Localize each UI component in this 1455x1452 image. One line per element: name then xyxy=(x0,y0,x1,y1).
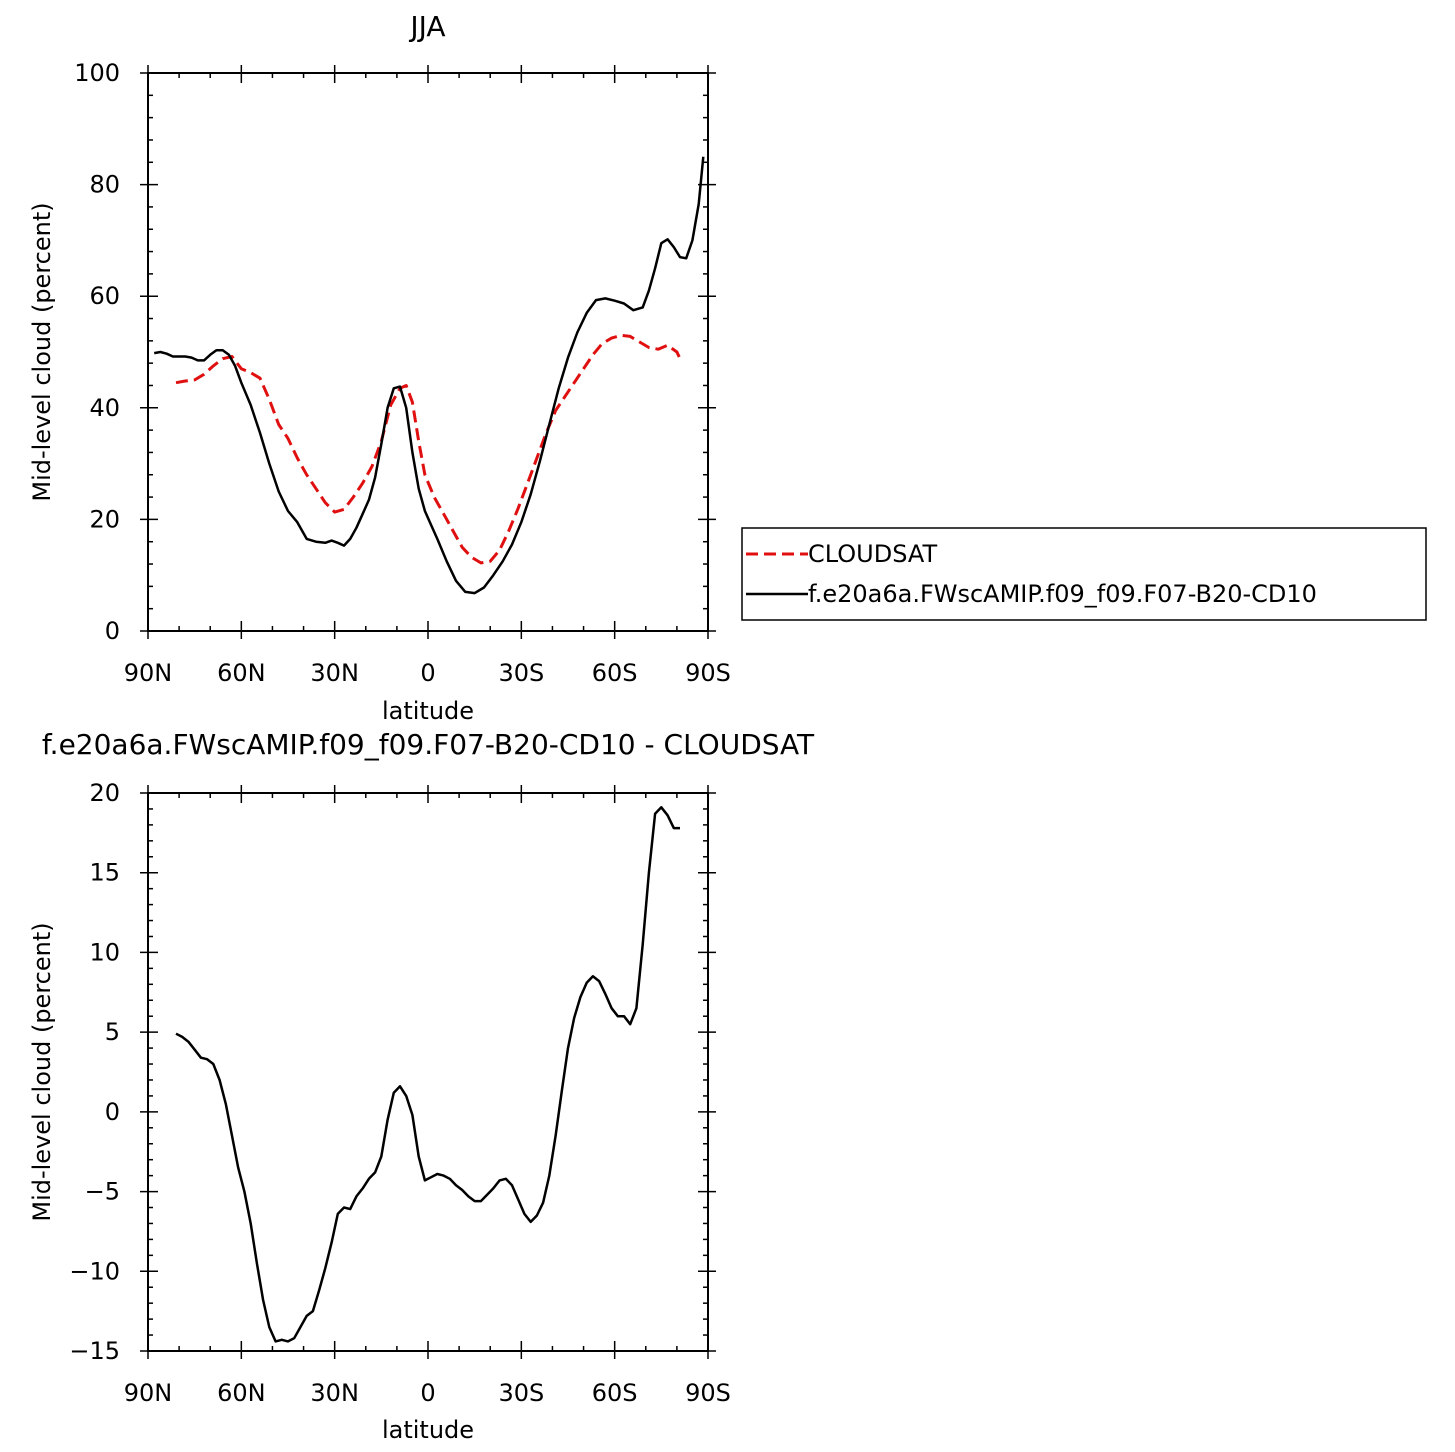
legend-entry-model: f.e20a6a.FWscAMIP.f09_f09.F07-B20-CD10 xyxy=(808,580,1317,608)
legend: CLOUDSAT f.e20a6a.FWscAMIP.f09_f09.F07-B… xyxy=(741,527,1427,621)
bottom-y-tick-label: −15 xyxy=(69,1337,120,1365)
bottom-y-tick-label: 0 xyxy=(105,1098,120,1126)
top-y-tick-label: 80 xyxy=(89,171,120,199)
bottom-chart-ylabel: Mid-level cloud (percent) xyxy=(28,922,56,1221)
bottom-chart-xlabel: latitude xyxy=(382,1416,474,1444)
bottom-x-tick-label: 30N xyxy=(310,1379,359,1407)
top-chart-title: JJA xyxy=(408,10,445,43)
legend-entry-cloudsat: CLOUDSAT xyxy=(808,540,937,568)
top-x-tick-label: 0 xyxy=(420,659,435,687)
bottom-x-tick-label: 0 xyxy=(420,1379,435,1407)
top-x-tick-label: 60N xyxy=(217,659,266,687)
bottom-y-tick-label: 10 xyxy=(89,938,120,966)
top-y-tick-label: 40 xyxy=(89,394,120,422)
bottom-chart-panel: f.e20a6a.FWscAMIP.f09_f09.F07-B20-CD10 -… xyxy=(28,728,815,1444)
bottom-x-tick-label: 30S xyxy=(498,1379,544,1407)
top-x-tick-label: 60S xyxy=(592,659,638,687)
top-series-line-cloudsat xyxy=(175,333,682,565)
bottom-chart-plot-area: 90N 60N 30N 0 30S 60S 90S −15 −10 −5 0 5 10 15 20 xyxy=(69,779,731,1407)
bottom-x-tick-label: 60N xyxy=(217,1379,266,1407)
bottom-y-tick-label: 20 xyxy=(89,779,120,807)
bottom-x-tick-label: 90S xyxy=(685,1379,731,1407)
top-y-tick-label: 0 xyxy=(105,617,120,645)
bottom-y-tick-label: −5 xyxy=(85,1178,120,1206)
top-chart-plot-area: 90N 60N 30N 0 30S 60S 90S 0 20 40 60 80 100 xyxy=(74,59,731,687)
bottom-series-line-difference xyxy=(175,806,680,1343)
bottom-x-tick-label: 90N xyxy=(124,1379,173,1407)
legend-box xyxy=(741,527,1427,621)
top-x-tick-label: 90N xyxy=(124,659,173,687)
top-y-tick-label: 100 xyxy=(74,59,120,87)
bottom-y-tick-label: 15 xyxy=(89,859,120,887)
top-plot-frame xyxy=(147,72,709,632)
top-x-tick-label: 30N xyxy=(310,659,359,687)
top-chart-panel: JJA 90N 60N 30N 0 30S 60S 90S 0 20 40 60 80 100 lati… xyxy=(28,10,731,725)
top-x-tick-label: 30S xyxy=(498,659,544,687)
top-chart-xlabel: latitude xyxy=(382,697,474,725)
bottom-chart-title: f.e20a6a.FWscAMIP.f09_f09.F07-B20-CD10 -… xyxy=(42,728,815,761)
bottom-y-tick-label: −10 xyxy=(69,1257,120,1285)
top-series-line-model xyxy=(153,156,705,595)
top-x-tick-label: 90S xyxy=(685,659,731,687)
top-chart-ylabel: Mid-level cloud (percent) xyxy=(28,202,56,501)
top-y-tick-label: 60 xyxy=(89,282,120,310)
bottom-plot-frame xyxy=(147,792,709,1352)
bottom-y-tick-label: 5 xyxy=(105,1018,120,1046)
bottom-x-tick-label: 60S xyxy=(592,1379,638,1407)
top-y-tick-label: 20 xyxy=(89,505,120,533)
